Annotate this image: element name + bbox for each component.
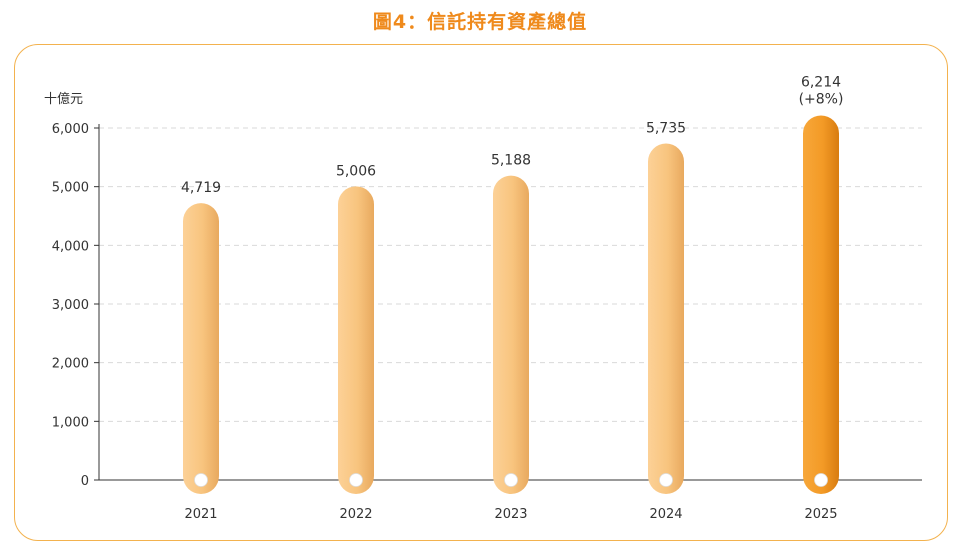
data-label: 5,188 xyxy=(491,153,531,169)
bar-base-dot xyxy=(504,473,518,487)
x-tick-label: 2022 xyxy=(339,507,372,522)
y-tick-label: 6,000 xyxy=(52,122,89,137)
data-label: 5,735 xyxy=(646,121,686,137)
chart-title: 圖4：信託持有資產總值 xyxy=(372,11,588,33)
data-label: 4,719 xyxy=(181,180,221,196)
bar-2022 xyxy=(338,186,374,494)
bar-base-dot xyxy=(349,473,363,487)
x-tick-label: 2023 xyxy=(494,507,527,522)
bar-2024 xyxy=(648,143,684,494)
data-label-annotation: (+8%) xyxy=(799,91,844,107)
y-tick-label: 0 xyxy=(81,474,89,489)
bar-2023 xyxy=(493,175,529,494)
y-tick-label: 4,000 xyxy=(52,239,89,254)
y-tick-label: 5,000 xyxy=(52,181,89,196)
y-tick-label: 3,000 xyxy=(52,298,89,313)
x-tick-label: 2025 xyxy=(804,507,837,522)
data-label: 6,214 xyxy=(801,74,841,90)
bar-base-dot xyxy=(814,473,828,487)
x-tick-label: 2024 xyxy=(649,507,682,522)
bar-2025 xyxy=(803,115,839,494)
bar-base-dot xyxy=(194,473,208,487)
chart-frame xyxy=(14,44,948,541)
y-tick-label: 1,000 xyxy=(52,415,89,430)
bar-2021 xyxy=(183,203,219,495)
y-tick-label: 2,000 xyxy=(52,357,89,372)
y-axis-unit-label: 十億元 xyxy=(44,91,83,107)
x-tick-label: 2021 xyxy=(184,507,217,522)
data-label: 5,006 xyxy=(336,163,376,179)
bar-base-dot xyxy=(659,473,673,487)
